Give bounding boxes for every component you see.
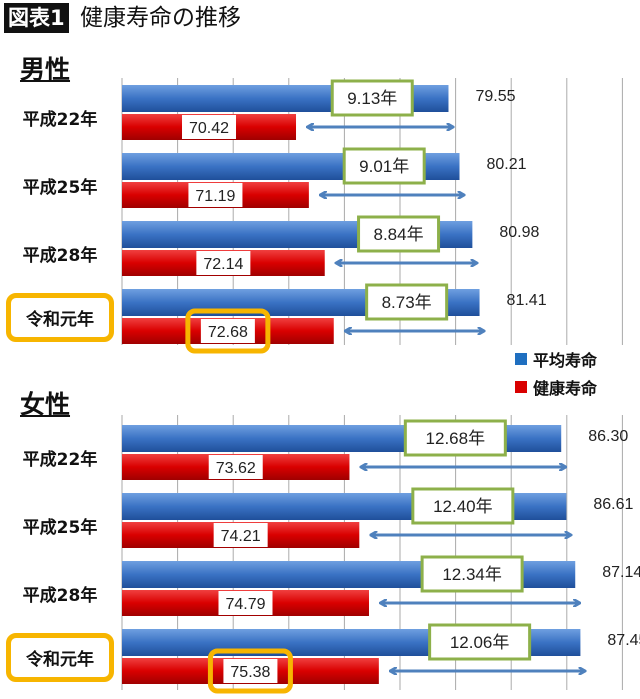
gap-box (357, 215, 441, 253)
gap-label: 9.01年 (359, 157, 409, 176)
value-box (200, 319, 255, 343)
legend-healthy-life: 健康寿命 (515, 375, 597, 399)
value-life-expectancy: 80.98 (499, 224, 539, 241)
value-healthy-life: 74.79 (225, 596, 265, 613)
value-box (196, 251, 251, 275)
legend-swatch-red (515, 381, 527, 393)
gap-box (342, 147, 426, 185)
gap-box (420, 555, 524, 593)
legend-label: 健康寿命 (533, 379, 598, 398)
chart-title: 健康寿命の推移 (80, 5, 241, 31)
gap-label: 12.34年 (442, 565, 502, 584)
category-label: 平成22年 (22, 110, 98, 130)
value-box (218, 591, 273, 615)
value-healthy-life: 72.68 (208, 324, 248, 341)
highlight-box (207, 648, 293, 694)
gap-label: 8.73年 (382, 293, 432, 312)
legend-label: 平均寿命 (533, 351, 598, 370)
section-female: 女性 (20, 390, 71, 419)
value-healthy-life: 73.62 (216, 460, 256, 477)
value-life-expectancy: 86.61 (593, 496, 633, 513)
value-healthy-life: 70.42 (189, 120, 229, 137)
value-life-expectancy: 87.45 (607, 632, 640, 649)
category-label: 令和元年 (6, 633, 114, 682)
category-label: 平成28年 (22, 586, 98, 606)
value-life-expectancy: 79.55 (475, 88, 515, 105)
gap-label: 9.13年 (347, 89, 397, 108)
value-box (182, 115, 237, 139)
category-label: 令和元年 (6, 293, 114, 342)
gap-label: 12.06年 (450, 633, 510, 652)
gap-box (330, 79, 414, 117)
value-healthy-life: 74.21 (221, 528, 261, 545)
gap-label: 12.40年 (433, 497, 493, 516)
section-male: 男性 (20, 55, 71, 84)
category-label: 平成25年 (22, 178, 98, 198)
category-label: 平成28年 (22, 246, 98, 266)
gap-label: 8.84年 (374, 225, 424, 244)
gap-box (365, 283, 449, 321)
highlight-box (185, 308, 271, 354)
value-healthy-life: 72.14 (203, 256, 243, 273)
figure-number: 図表1 (4, 3, 69, 33)
value-healthy-life: 75.38 (230, 664, 270, 681)
category-label: 平成25年 (22, 518, 98, 538)
gap-label: 12.68年 (426, 429, 486, 448)
gap-box (403, 419, 507, 457)
gap-box (411, 487, 515, 525)
value-box (208, 455, 263, 479)
value-box (223, 659, 278, 683)
value-life-expectancy: 86.30 (588, 428, 628, 445)
value-life-expectancy: 81.41 (507, 292, 547, 309)
value-life-expectancy: 80.21 (487, 156, 527, 173)
value-life-expectancy: 87.14 (602, 564, 640, 581)
legend-swatch-blue (515, 353, 527, 365)
category-label: 平成22年 (22, 450, 98, 470)
gap-box (428, 623, 532, 661)
value-healthy-life: 71.19 (195, 188, 235, 205)
value-box (213, 523, 268, 547)
value-box (188, 183, 243, 207)
legend-life-expectancy: 平均寿命 (515, 347, 597, 371)
